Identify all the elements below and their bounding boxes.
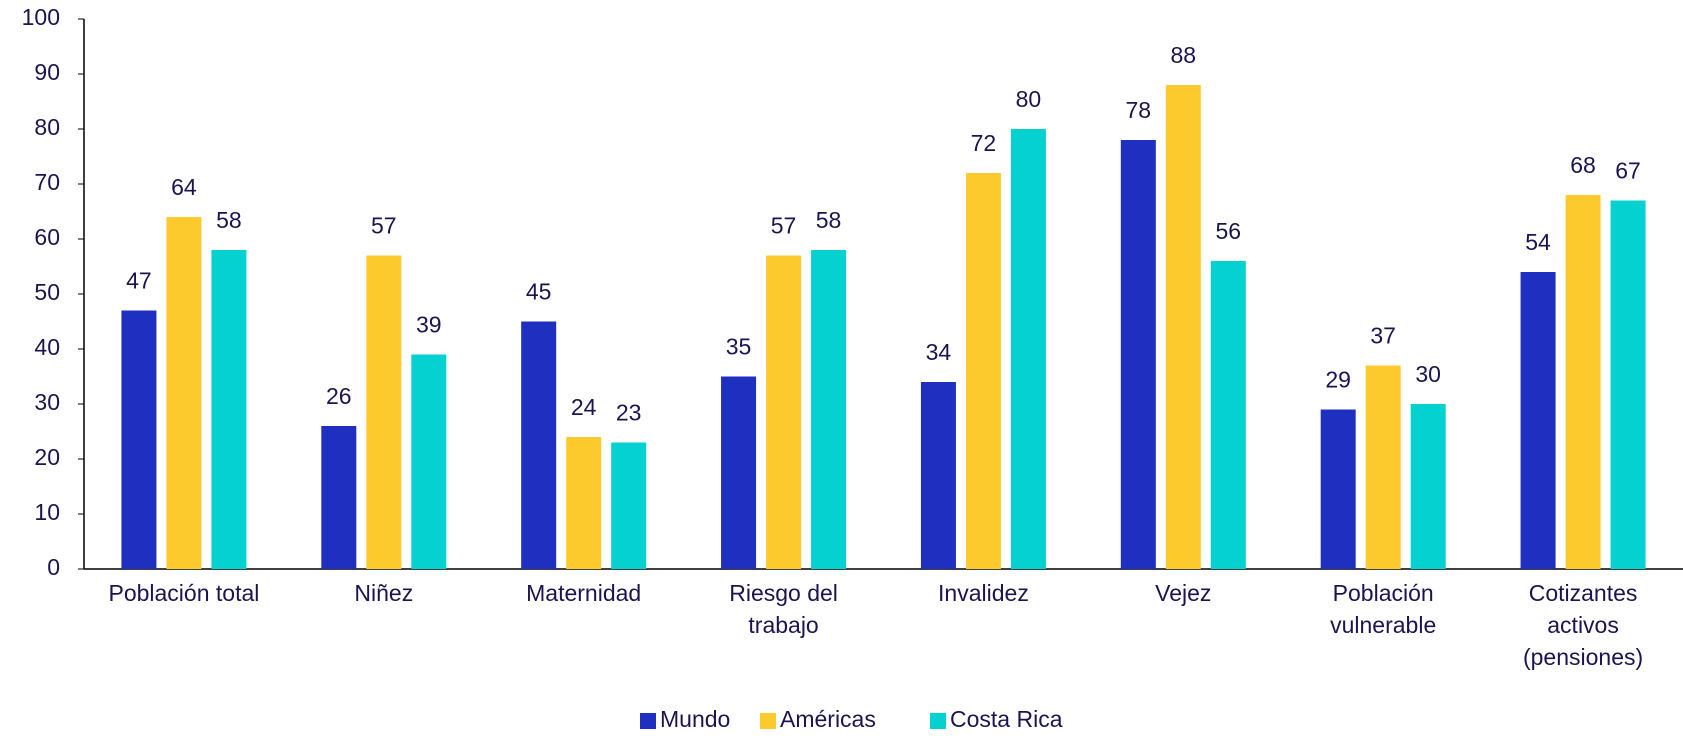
data-label: 26 [326, 383, 352, 409]
y-tick-label: 90 [34, 59, 60, 85]
data-label: 39 [416, 312, 442, 338]
bar [811, 250, 847, 569]
bar [211, 250, 247, 569]
bar [1410, 404, 1446, 569]
bar [366, 255, 402, 569]
bar [965, 173, 1001, 569]
y-tick-label: 0 [47, 554, 60, 580]
bar [1120, 140, 1156, 569]
data-label: 29 [1325, 367, 1351, 393]
legend-swatch [760, 713, 776, 729]
x-tick-label: Riesgo del trabajo [729, 580, 838, 638]
data-label: 58 [216, 207, 242, 233]
x-tick-label: Población total [108, 580, 260, 606]
x-tick-label: Invalidez [938, 580, 1029, 606]
data-label: 78 [1126, 97, 1152, 123]
y-tick-label: 40 [34, 334, 60, 360]
bar [121, 310, 157, 569]
bar [1610, 200, 1646, 569]
data-label: 24 [571, 394, 597, 420]
x-tick-label: Población vulnerable [1330, 580, 1437, 638]
y-tick-label: 10 [34, 499, 60, 525]
bar [1010, 129, 1046, 569]
data-label: 45 [526, 279, 552, 305]
x-tick-label: Niñez [354, 580, 414, 606]
bar [1520, 272, 1556, 569]
data-label: 47 [126, 268, 152, 294]
data-label: 30 [1415, 361, 1441, 387]
bar [566, 437, 602, 569]
bar [721, 376, 757, 569]
bar [1165, 85, 1201, 569]
data-label: 56 [1216, 218, 1242, 244]
bar [1320, 409, 1356, 569]
y-tick-label: 100 [22, 4, 60, 30]
data-label: 57 [371, 213, 397, 239]
data-label: 80 [1016, 86, 1042, 112]
data-label: 34 [926, 339, 952, 365]
data-label: 23 [616, 400, 642, 426]
bar [611, 442, 647, 569]
data-label: 67 [1615, 158, 1641, 184]
data-label: 88 [1171, 42, 1197, 68]
bar [1565, 195, 1601, 569]
x-tick-label: Cotizantes activos (pensiones) [1522, 580, 1644, 670]
legend-label: Américas [780, 706, 876, 732]
x-tick-label: Maternidad [526, 580, 642, 606]
y-tick-label: 20 [34, 444, 60, 470]
data-label: 37 [1370, 323, 1396, 349]
data-label: 58 [816, 207, 842, 233]
y-tick-label: 60 [34, 224, 60, 250]
data-label: 35 [726, 334, 752, 360]
data-label: 68 [1570, 152, 1596, 178]
bar [1210, 261, 1246, 569]
y-tick-label: 80 [34, 114, 60, 140]
data-label: 64 [171, 174, 197, 200]
legend-label: Costa Rica [950, 706, 1063, 732]
bar [766, 255, 802, 569]
y-tick-label: 50 [34, 279, 60, 305]
bar [1365, 365, 1401, 569]
y-tick-label: 30 [34, 389, 60, 415]
legend-swatch [930, 713, 946, 729]
bar [166, 217, 202, 569]
bar [920, 382, 956, 569]
x-tick-label: Vejez [1155, 580, 1212, 606]
data-label: 72 [971, 130, 997, 156]
bar [521, 321, 557, 569]
legend-label: Mundo [660, 706, 730, 732]
bar [411, 354, 447, 569]
data-label: 57 [771, 213, 797, 239]
bar [321, 426, 357, 569]
y-tick-label: 70 [34, 169, 60, 195]
data-label: 54 [1525, 229, 1551, 255]
legend-swatch [640, 713, 656, 729]
